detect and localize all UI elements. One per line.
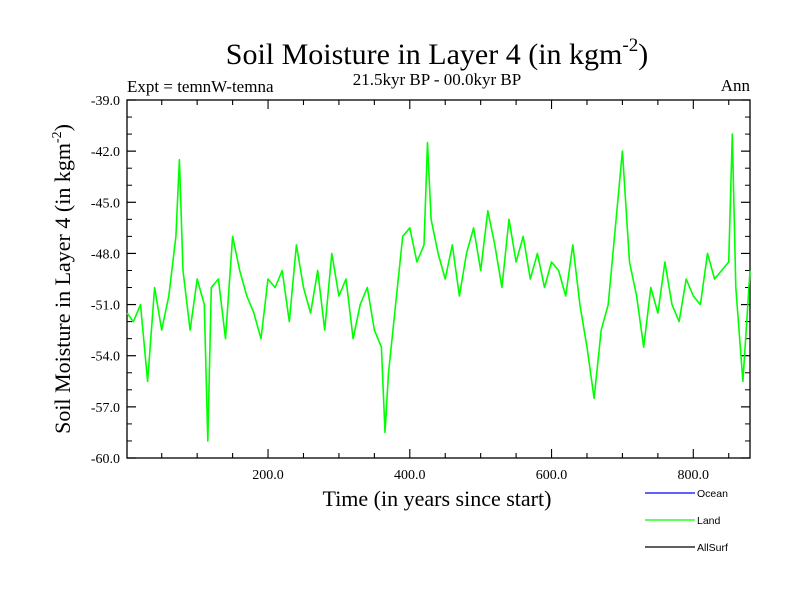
y-axis-label: Soil Moisture in Layer 4 (in kgm-2)	[50, 124, 75, 434]
season-label: Ann	[721, 76, 751, 95]
series-line-land	[126, 133, 751, 442]
y-tick-label: -51.0	[91, 299, 120, 314]
y-tick-label: -42.0	[91, 145, 120, 160]
x-tick-label: 400.0	[394, 468, 426, 483]
y-tick-label: -48.0	[91, 247, 120, 262]
legend: Ocean Land AllSurf	[645, 488, 728, 554]
x-axis-label: Time (in years since start)	[323, 486, 552, 511]
y-axis: -39.0 -42.0 -45.0 -48.0 -51.0 -54.0 -57.0 -60.0	[91, 94, 750, 467]
plot-frame	[126, 99, 751, 459]
x-tick-label: 600.0	[536, 468, 568, 483]
x-axis: 200.0 400.0 600.0 800.0	[161, 100, 730, 483]
legend-label-allsurf: AllSurf	[697, 542, 728, 554]
plot-area: -39.0 -42.0 -45.0 -48.0 -51.0 -54.0 -57.0 -60.0…	[91, 94, 751, 483]
y-tick-label: -57.0	[91, 401, 120, 416]
series-layer	[126, 133, 751, 442]
period-label: 21.5kyr BP - 00.0kyr BP	[353, 70, 521, 89]
y-tick-label: -60.0	[91, 452, 120, 467]
legend-label-ocean: Ocean	[697, 488, 728, 500]
chart-title: Soil Moisture in Layer 4 (in kgm-2)	[226, 35, 648, 71]
experiment-label: Expt = temnW-temna	[127, 77, 274, 96]
legend-label-land: Land	[697, 515, 721, 527]
y-tick-label: -39.0	[91, 94, 120, 109]
x-tick-label: 200.0	[252, 468, 284, 483]
y-tick-label: -45.0	[91, 196, 120, 211]
y-tick-label: -54.0	[91, 350, 120, 365]
x-tick-label: 800.0	[678, 468, 710, 483]
